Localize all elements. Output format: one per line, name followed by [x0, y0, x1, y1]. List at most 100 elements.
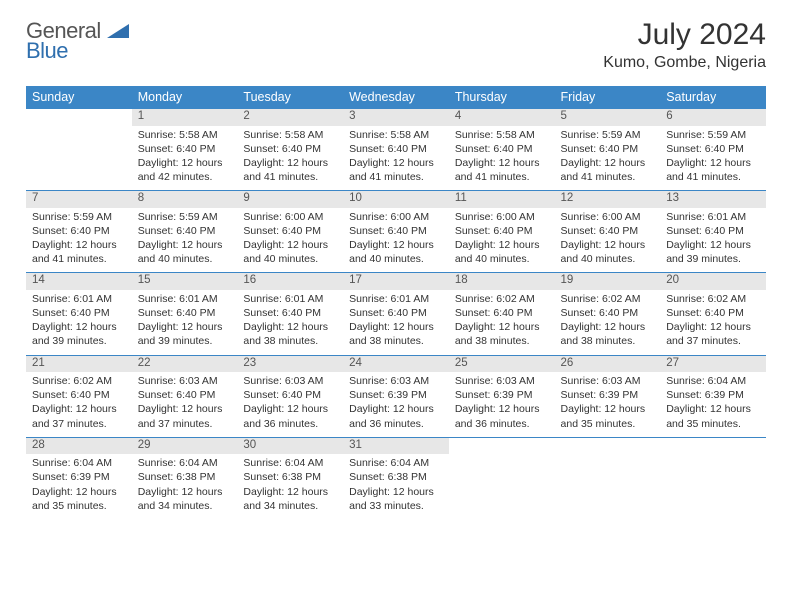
day-body-cell: Sunrise: 6:04 AMSunset: 6:39 PMDaylight:…: [26, 454, 132, 519]
day-number-cell: 26: [555, 355, 661, 372]
sunrise-line: Sunrise: 6:00 AM: [349, 210, 443, 224]
weekday-header: Tuesday: [237, 86, 343, 109]
daylight-line: Daylight: 12 hours and 41 minutes.: [243, 156, 337, 184]
header: General Blue July 2024 Kumo, Gombe, Nige…: [26, 18, 766, 72]
day-number-cell: [555, 437, 661, 454]
triangle-icon: [107, 24, 129, 38]
sunrise-line: Sunrise: 6:02 AM: [561, 292, 655, 306]
sunset-line: Sunset: 6:40 PM: [138, 224, 232, 238]
day-body-cell: Sunrise: 6:02 AMSunset: 6:40 PMDaylight:…: [26, 372, 132, 437]
sunset-line: Sunset: 6:38 PM: [243, 470, 337, 484]
daylight-line: Daylight: 12 hours and 39 minutes.: [666, 238, 760, 266]
logo: General Blue: [26, 18, 129, 64]
day-body-cell: [449, 454, 555, 519]
day-body-cell: Sunrise: 5:58 AMSunset: 6:40 PMDaylight:…: [449, 126, 555, 191]
day-body-cell: Sunrise: 6:03 AMSunset: 6:39 PMDaylight:…: [449, 372, 555, 437]
sunset-line: Sunset: 6:39 PM: [455, 388, 549, 402]
day-number-cell: 25: [449, 355, 555, 372]
daylight-line: Daylight: 12 hours and 41 minutes.: [455, 156, 549, 184]
sunrise-line: Sunrise: 6:04 AM: [243, 456, 337, 470]
sunrise-line: Sunrise: 6:04 AM: [138, 456, 232, 470]
day-number-cell: 24: [343, 355, 449, 372]
day-body-cell: Sunrise: 6:01 AMSunset: 6:40 PMDaylight:…: [26, 290, 132, 355]
daylight-line: Daylight: 12 hours and 37 minutes.: [32, 402, 126, 430]
day-number-row: 78910111213: [26, 191, 766, 208]
sunset-line: Sunset: 6:40 PM: [138, 142, 232, 156]
daylight-line: Daylight: 12 hours and 34 minutes.: [243, 485, 337, 513]
sunset-line: Sunset: 6:40 PM: [455, 306, 549, 320]
sunset-line: Sunset: 6:40 PM: [32, 306, 126, 320]
sunrise-line: Sunrise: 5:58 AM: [243, 128, 337, 142]
day-body-cell: Sunrise: 6:03 AMSunset: 6:39 PMDaylight:…: [555, 372, 661, 437]
day-body-row: Sunrise: 6:01 AMSunset: 6:40 PMDaylight:…: [26, 290, 766, 355]
calendar-table: SundayMondayTuesdayWednesdayThursdayFrid…: [26, 86, 766, 519]
day-number-cell: 6: [660, 109, 766, 126]
sunset-line: Sunset: 6:40 PM: [138, 388, 232, 402]
day-number-row: 21222324252627: [26, 355, 766, 372]
logo-text-block: General Blue: [26, 18, 129, 64]
day-body-cell: [26, 126, 132, 191]
sunrise-line: Sunrise: 6:01 AM: [32, 292, 126, 306]
day-number-cell: 15: [132, 273, 238, 290]
day-body-cell: [660, 454, 766, 519]
day-number-cell: 23: [237, 355, 343, 372]
day-number-cell: 14: [26, 273, 132, 290]
day-number-cell: 8: [132, 191, 238, 208]
sunset-line: Sunset: 6:40 PM: [32, 224, 126, 238]
day-number-cell: 31: [343, 437, 449, 454]
day-number-cell: [449, 437, 555, 454]
sunset-line: Sunset: 6:40 PM: [349, 224, 443, 238]
day-body-cell: Sunrise: 5:58 AMSunset: 6:40 PMDaylight:…: [343, 126, 449, 191]
sunset-line: Sunset: 6:40 PM: [666, 142, 760, 156]
day-body-cell: Sunrise: 5:59 AMSunset: 6:40 PMDaylight:…: [132, 208, 238, 273]
day-body-cell: Sunrise: 6:04 AMSunset: 6:39 PMDaylight:…: [660, 372, 766, 437]
daylight-line: Daylight: 12 hours and 35 minutes.: [666, 402, 760, 430]
sunset-line: Sunset: 6:40 PM: [666, 224, 760, 238]
day-number-cell: 2: [237, 109, 343, 126]
weekday-header: Friday: [555, 86, 661, 109]
sunrise-line: Sunrise: 5:59 AM: [138, 210, 232, 224]
daylight-line: Daylight: 12 hours and 41 minutes.: [666, 156, 760, 184]
day-body-cell: Sunrise: 6:03 AMSunset: 6:40 PMDaylight:…: [132, 372, 238, 437]
daylight-line: Daylight: 12 hours and 40 minutes.: [243, 238, 337, 266]
day-body-row: Sunrise: 5:59 AMSunset: 6:40 PMDaylight:…: [26, 208, 766, 273]
day-body-cell: Sunrise: 6:01 AMSunset: 6:40 PMDaylight:…: [237, 290, 343, 355]
sunset-line: Sunset: 6:39 PM: [561, 388, 655, 402]
sunrise-line: Sunrise: 6:02 AM: [32, 374, 126, 388]
sunset-line: Sunset: 6:39 PM: [666, 388, 760, 402]
day-number-cell: 12: [555, 191, 661, 208]
day-body-cell: Sunrise: 5:59 AMSunset: 6:40 PMDaylight:…: [26, 208, 132, 273]
day-number-cell: 20: [660, 273, 766, 290]
sunrise-line: Sunrise: 5:59 AM: [666, 128, 760, 142]
day-number-cell: 22: [132, 355, 238, 372]
sunrise-line: Sunrise: 6:04 AM: [349, 456, 443, 470]
day-body-cell: Sunrise: 6:01 AMSunset: 6:40 PMDaylight:…: [132, 290, 238, 355]
sunrise-line: Sunrise: 6:01 AM: [138, 292, 232, 306]
sunrise-line: Sunrise: 6:03 AM: [455, 374, 549, 388]
sunset-line: Sunset: 6:38 PM: [349, 470, 443, 484]
day-body-cell: Sunrise: 6:01 AMSunset: 6:40 PMDaylight:…: [660, 208, 766, 273]
day-body-cell: Sunrise: 6:03 AMSunset: 6:39 PMDaylight:…: [343, 372, 449, 437]
day-body-cell: Sunrise: 6:04 AMSunset: 6:38 PMDaylight:…: [237, 454, 343, 519]
weekday-header-row: SundayMondayTuesdayWednesdayThursdayFrid…: [26, 86, 766, 109]
sunrise-line: Sunrise: 5:58 AM: [349, 128, 443, 142]
sunrise-line: Sunrise: 6:04 AM: [666, 374, 760, 388]
sunrise-line: Sunrise: 6:02 AM: [455, 292, 549, 306]
sunrise-line: Sunrise: 6:03 AM: [349, 374, 443, 388]
sunrise-line: Sunrise: 6:04 AM: [32, 456, 126, 470]
daylight-line: Daylight: 12 hours and 40 minutes.: [138, 238, 232, 266]
sunset-line: Sunset: 6:40 PM: [243, 306, 337, 320]
day-number-cell: 7: [26, 191, 132, 208]
day-body-cell: Sunrise: 6:02 AMSunset: 6:40 PMDaylight:…: [555, 290, 661, 355]
daylight-line: Daylight: 12 hours and 38 minutes.: [561, 320, 655, 348]
sunset-line: Sunset: 6:40 PM: [561, 142, 655, 156]
day-number-cell: [660, 437, 766, 454]
sunset-line: Sunset: 6:40 PM: [243, 142, 337, 156]
sunset-line: Sunset: 6:40 PM: [561, 306, 655, 320]
daylight-line: Daylight: 12 hours and 37 minutes.: [666, 320, 760, 348]
day-number-cell: 18: [449, 273, 555, 290]
daylight-line: Daylight: 12 hours and 40 minutes.: [349, 238, 443, 266]
day-number-cell: 9: [237, 191, 343, 208]
day-number-cell: 13: [660, 191, 766, 208]
day-body-cell: Sunrise: 6:01 AMSunset: 6:40 PMDaylight:…: [343, 290, 449, 355]
